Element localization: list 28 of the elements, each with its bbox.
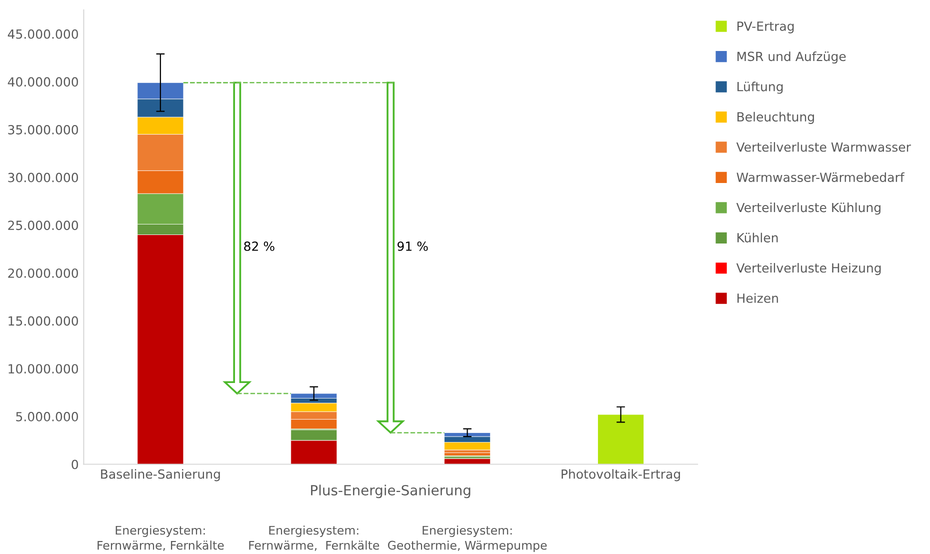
legend-label: Verteilverluste Warmwasser bbox=[736, 142, 911, 152]
x-tick-label: Photovoltaik-Ertrag bbox=[562, 469, 680, 482]
y-tick-label: 20.000.000 bbox=[8, 268, 78, 278]
x-tick-label: Baseline-Sanierung bbox=[101, 469, 220, 482]
legend-label: MSR und Aufzüge bbox=[737, 51, 846, 64]
y-tick-label: 5.000.000 bbox=[16, 412, 78, 422]
y-tick-label: 0 bbox=[72, 460, 78, 470]
y-tick-label: 25.000.000 bbox=[8, 220, 78, 230]
legend-label: Warmwasser-Wärmebedarf bbox=[736, 172, 905, 182]
text: Energiesystem: Geothermie, Wärmepumpe bbox=[388, 526, 547, 552]
y-tick-label: 45.000.000 bbox=[8, 29, 78, 39]
annotation: 91 % bbox=[398, 241, 428, 251]
annotation: 82 % bbox=[244, 241, 274, 251]
y-tick-label: 35.000.000 bbox=[8, 124, 78, 134]
legend-label: Beleuchtung bbox=[737, 112, 814, 124]
legend-label: PV-Ertrag bbox=[737, 22, 794, 34]
legend-label: Kühlen bbox=[737, 232, 778, 242]
y-tick-label: 10.000.000 bbox=[8, 364, 78, 374]
text: Energiesystem: Fernwärme, Fernkälte bbox=[249, 526, 380, 551]
legend-label: Verteilverluste Heizung bbox=[736, 263, 881, 276]
text: Plus-Energie-Sanierung bbox=[311, 484, 470, 498]
legend-label: Heizen bbox=[737, 293, 778, 303]
legend-label: Verteilverluste Kühlung bbox=[736, 202, 880, 215]
legend-label: Lüftung bbox=[737, 82, 783, 94]
y-tick-label: 30.000.000 bbox=[8, 172, 78, 182]
y-tick-label: 40.000.000 bbox=[8, 77, 78, 87]
y-tick-label: 15.000.000 bbox=[8, 316, 78, 326]
text: Energiesystem: Fernwärme, Fernkälte bbox=[98, 526, 224, 551]
